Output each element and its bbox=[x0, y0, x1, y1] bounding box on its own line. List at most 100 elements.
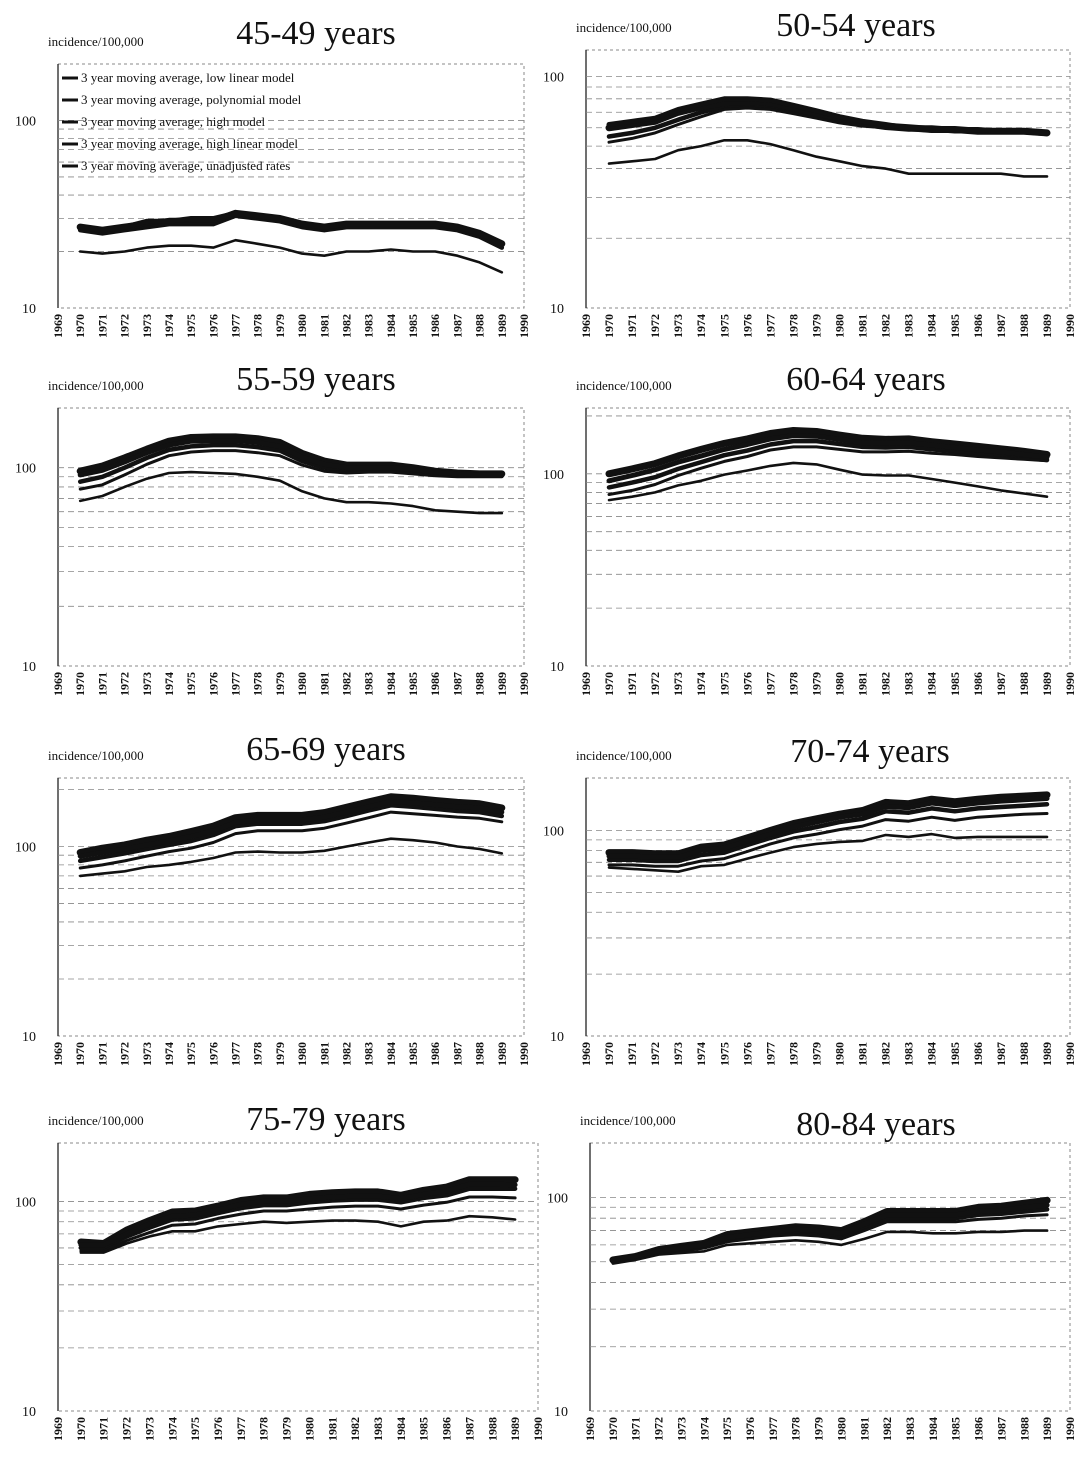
plot-frame bbox=[585, 777, 1071, 1037]
x-tick-label: 1970 bbox=[73, 672, 87, 696]
series-line bbox=[607, 832, 1049, 873]
x-tick-label: 1983 bbox=[362, 1042, 376, 1066]
x-tick-label: 1976 bbox=[740, 672, 754, 696]
x-tick-label: 1986 bbox=[971, 1042, 985, 1066]
series-line bbox=[77, 1176, 519, 1247]
x-tick-label: 1989 bbox=[1040, 1042, 1054, 1066]
legend-entry: 3 year moving average, high model bbox=[81, 114, 265, 129]
x-tick-label: 1972 bbox=[118, 1042, 132, 1066]
y-axis-label: incidence/100,000 bbox=[576, 20, 672, 35]
x-tick-label: 1972 bbox=[118, 314, 132, 338]
x-tick-label: 1979 bbox=[280, 1417, 294, 1441]
x-tick-label: 1985 bbox=[948, 314, 962, 338]
legend-entry: 3 year moving average, low linear model bbox=[81, 70, 295, 85]
plot-frame bbox=[57, 407, 525, 667]
series-line bbox=[79, 1195, 517, 1253]
plot-frame bbox=[589, 1142, 1071, 1412]
x-tick-label: 1977 bbox=[234, 1417, 248, 1441]
chart-panel: 10 100 incidence/100,000 60-64 years 1969 197… bbox=[543, 361, 1077, 696]
x-tick-label: 1980 bbox=[834, 1417, 848, 1441]
x-tick-label: 1982 bbox=[339, 1042, 353, 1066]
x-tick-label: 1974 bbox=[694, 672, 708, 696]
x-tick-label: 1984 bbox=[925, 672, 939, 696]
chart-title: 75-79 years bbox=[246, 1101, 406, 1138]
x-tick-label: 1975 bbox=[184, 314, 198, 338]
x-tick-label: 1983 bbox=[362, 672, 376, 696]
x-tick-label: 1979 bbox=[273, 672, 287, 696]
y-tick-label: 100 bbox=[15, 462, 36, 477]
x-tick-label: 1971 bbox=[95, 672, 109, 696]
x-tick-label: 1987 bbox=[994, 314, 1008, 338]
chart-panel: 10 100 incidence/100,000 70-74 years 1969 197… bbox=[543, 733, 1077, 1066]
y-tick-label: 10 bbox=[550, 302, 564, 317]
x-tick-label: 1980 bbox=[295, 1042, 309, 1066]
series-line bbox=[607, 812, 1049, 868]
x-tick-label: 1974 bbox=[162, 314, 176, 338]
x-tick-label: 1983 bbox=[371, 1417, 385, 1441]
series-line bbox=[607, 139, 1049, 178]
x-tick-label: 1979 bbox=[809, 672, 823, 696]
x-tick-label: 1987 bbox=[994, 1042, 1008, 1066]
x-tick-label: 1984 bbox=[384, 672, 398, 696]
y-axis-label: incidence/100,000 bbox=[580, 1113, 676, 1128]
series-line bbox=[77, 803, 505, 864]
x-tick-label: 1984 bbox=[925, 1042, 939, 1066]
y-tick-label: 10 bbox=[22, 660, 36, 675]
y-axis-label: incidence/100,000 bbox=[48, 1113, 144, 1128]
x-tick-label: 1987 bbox=[450, 672, 464, 696]
series-line bbox=[78, 1186, 518, 1251]
x-tick-label: 1981 bbox=[857, 1417, 871, 1441]
series-line bbox=[610, 1202, 1050, 1263]
legend-entry: 3 year moving average, high linear model bbox=[81, 136, 298, 151]
x-tick-label: 1975 bbox=[184, 672, 198, 696]
x-tick-label: 1981 bbox=[317, 1042, 331, 1066]
x-tick-label: 1982 bbox=[879, 672, 893, 696]
x-tick-label: 1974 bbox=[694, 1042, 708, 1066]
x-tick-label: 1971 bbox=[625, 672, 639, 696]
plot-frame bbox=[57, 777, 525, 1037]
chart-panel: 10 100 incidence/100,000 50-54 years 1969 197… bbox=[543, 7, 1077, 338]
y-tick-label: 10 bbox=[550, 660, 564, 675]
x-tick-label: 1971 bbox=[629, 1417, 643, 1441]
x-tick-label: 1978 bbox=[257, 1417, 271, 1441]
x-tick-label: 1988 bbox=[473, 1042, 487, 1066]
x-tick-label: 1990 bbox=[1063, 1042, 1077, 1066]
x-tick-label: 1986 bbox=[428, 1042, 442, 1066]
x-tick-label: 1987 bbox=[450, 1042, 464, 1066]
x-tick-label: 1983 bbox=[902, 672, 916, 696]
x-tick-label: 1989 bbox=[508, 1417, 522, 1441]
y-tick-label: 100 bbox=[543, 70, 564, 85]
y-tick-label: 100 bbox=[543, 824, 564, 839]
x-tick-label: 1974 bbox=[694, 314, 708, 338]
x-tick-label: 1989 bbox=[1040, 1417, 1054, 1441]
x-tick-label: 1979 bbox=[809, 1042, 823, 1066]
x-tick-label: 1976 bbox=[206, 672, 220, 696]
series-line bbox=[76, 793, 506, 856]
y-axis-label: incidence/100,000 bbox=[576, 748, 672, 763]
x-tick-label: 1985 bbox=[406, 314, 420, 338]
series-line bbox=[607, 445, 1049, 496]
x-tick-label: 1988 bbox=[473, 672, 487, 696]
x-tick-label: 1973 bbox=[142, 1417, 156, 1441]
x-tick-label: 1977 bbox=[763, 1042, 777, 1066]
x-tick-label: 1970 bbox=[73, 314, 87, 338]
x-tick-label: 1982 bbox=[879, 1042, 893, 1066]
x-tick-label: 1978 bbox=[789, 1417, 803, 1441]
x-tick-label: 1987 bbox=[994, 672, 1008, 696]
x-tick-label: 1984 bbox=[384, 1042, 398, 1066]
y-tick-label: 10 bbox=[554, 1405, 568, 1420]
x-tick-label: 1973 bbox=[671, 314, 685, 338]
x-tick-label: 1969 bbox=[51, 1417, 65, 1441]
series-line bbox=[78, 837, 504, 878]
y-axis-label: incidence/100,000 bbox=[48, 748, 144, 763]
chart-title: 80-84 years bbox=[796, 1106, 956, 1143]
x-tick-label: 1973 bbox=[140, 1042, 154, 1066]
x-tick-label: 1989 bbox=[495, 672, 509, 696]
y-axis-label: incidence/100,000 bbox=[48, 34, 144, 49]
x-tick-label: 1978 bbox=[786, 672, 800, 696]
x-tick-label: 1987 bbox=[462, 1417, 476, 1441]
x-tick-label: 1981 bbox=[317, 314, 331, 338]
x-tick-label: 1990 bbox=[517, 672, 531, 696]
series-line bbox=[611, 1229, 1049, 1265]
x-tick-label: 1975 bbox=[717, 314, 731, 338]
